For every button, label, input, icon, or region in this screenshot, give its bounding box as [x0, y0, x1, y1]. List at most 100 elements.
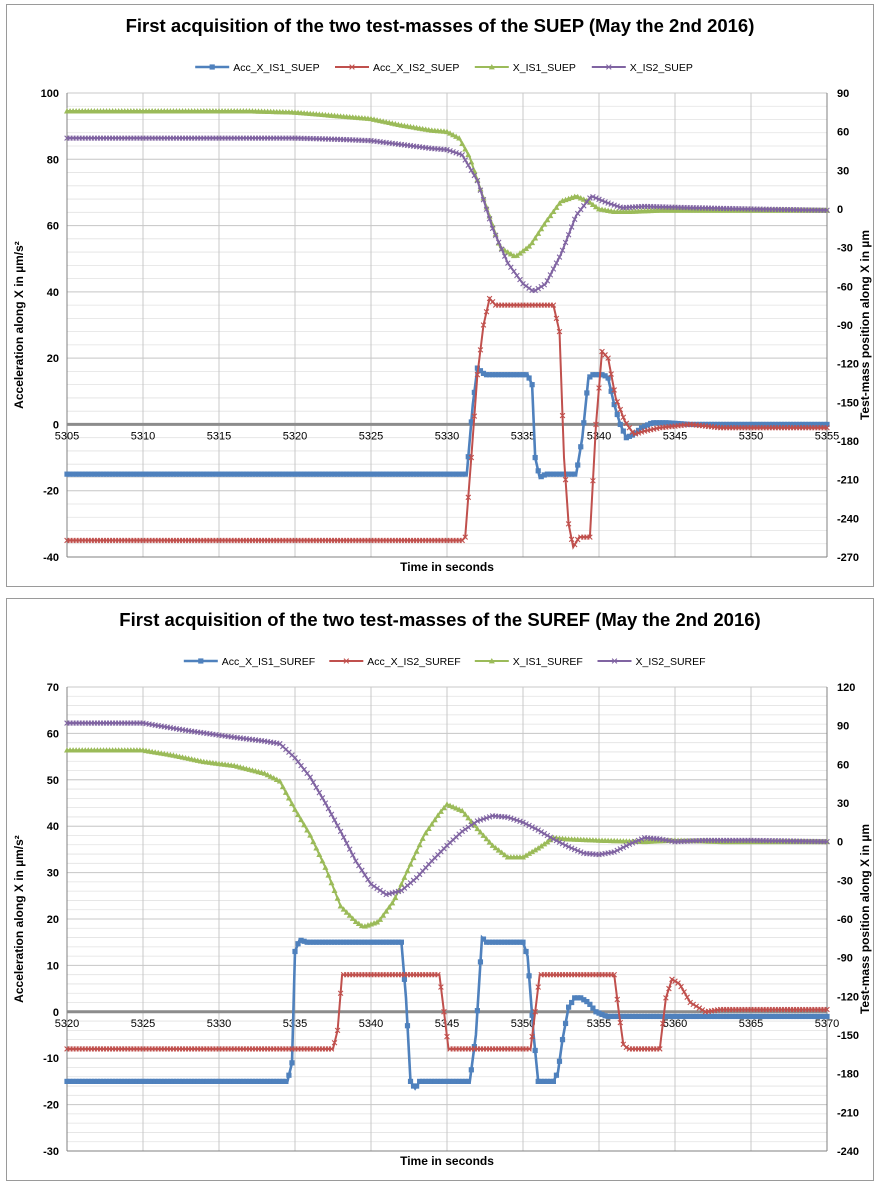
data-point [538, 283, 545, 290]
data-point [754, 421, 760, 428]
data-point [477, 187, 484, 193]
data-point [620, 414, 627, 421]
data-point [602, 1013, 608, 1019]
data-point [815, 421, 821, 428]
data-point [365, 939, 371, 945]
data-point [352, 918, 359, 924]
data-point [353, 471, 359, 477]
data-point [298, 816, 305, 823]
data-point [477, 959, 484, 965]
legend-label: Acc_X_IS2_SUEP [373, 62, 459, 74]
data-point [605, 200, 611, 206]
data-point [532, 235, 539, 241]
data-point [237, 1078, 243, 1084]
data-point [307, 471, 313, 477]
data-point [547, 272, 554, 278]
data-point [532, 1009, 538, 1015]
data-point [331, 887, 338, 894]
data-point [435, 971, 441, 978]
data-point [234, 471, 240, 477]
data-point [821, 421, 827, 428]
data-point [535, 827, 541, 833]
data-point [495, 239, 502, 246]
tick-labels: -40 -20 0 20 40 60 80 100 -270 -240 -210 -180 -150 -1… [41, 88, 859, 564]
data-point [73, 471, 79, 477]
x-tick-label: 5365 [739, 1018, 763, 1030]
data-point [763, 1013, 769, 1020]
data-point [568, 845, 575, 851]
data-point [678, 1013, 684, 1020]
data-point [541, 281, 548, 288]
legend-label: Acc_X_IS1_SUEP [233, 62, 319, 74]
legend-item: X_IS2_SUREF [597, 656, 706, 668]
data-point [265, 471, 271, 477]
data-point [450, 1078, 456, 1084]
y-tick-label: 60 [47, 221, 59, 233]
data-point [262, 471, 268, 477]
x-tick-label: 5340 [359, 1018, 383, 1030]
data-point [371, 939, 377, 945]
data-point [274, 1078, 280, 1084]
data-point [803, 1013, 809, 1020]
data-point [450, 131, 457, 138]
data-point [474, 818, 481, 824]
data-point [696, 1005, 703, 1011]
data-point [477, 368, 484, 374]
data-point [276, 778, 283, 784]
data-point [343, 840, 350, 847]
data-point [444, 471, 450, 477]
data-point [222, 471, 228, 477]
x-tick-label: 5345 [435, 1018, 459, 1030]
data-point [462, 826, 469, 833]
data-point [456, 1078, 462, 1084]
data-point [407, 471, 414, 477]
data-point [532, 287, 538, 294]
data-point [88, 471, 94, 477]
data-point [380, 939, 386, 945]
data-point [343, 909, 350, 915]
data-point [277, 471, 283, 477]
data-point [781, 421, 788, 428]
data-point [161, 1078, 167, 1084]
data-point [413, 848, 420, 854]
y2-tick-label: -180 [837, 1069, 859, 1081]
data-point [532, 1047, 538, 1054]
data-point [340, 906, 347, 912]
y-tick-label: 20 [47, 914, 59, 926]
data-point [435, 471, 441, 477]
data-point [553, 204, 560, 210]
data-point [623, 1013, 629, 1020]
data-point [724, 421, 730, 428]
data-point [645, 422, 651, 428]
data-point [648, 420, 654, 427]
data-point [550, 266, 557, 272]
data-point [690, 1001, 697, 1008]
data-point [714, 1013, 721, 1020]
data-point [113, 1078, 119, 1084]
legend-label: X_IS1_SUEP [513, 62, 576, 74]
data-point [824, 1006, 830, 1013]
data-point [611, 971, 617, 978]
data-point [423, 471, 429, 477]
data-point [492, 844, 499, 851]
data-point [763, 421, 769, 428]
data-point [705, 1013, 712, 1020]
chart-panel-suep: First acquisition of the two test-masses… [6, 4, 874, 587]
data-point [216, 1078, 222, 1084]
data-point [511, 816, 517, 823]
data-point [310, 779, 317, 786]
data-point [496, 939, 502, 945]
data-point [727, 1013, 733, 1020]
data-point [137, 1078, 143, 1084]
data-point [541, 221, 548, 227]
data-point [350, 939, 356, 945]
data-point [800, 421, 806, 428]
data-point [699, 1007, 706, 1013]
data-point [313, 939, 319, 945]
data-point [574, 193, 581, 200]
data-point [556, 328, 563, 335]
data-point [438, 471, 444, 477]
data-point [289, 471, 295, 477]
data-point [258, 471, 265, 477]
data-point [255, 1078, 262, 1084]
